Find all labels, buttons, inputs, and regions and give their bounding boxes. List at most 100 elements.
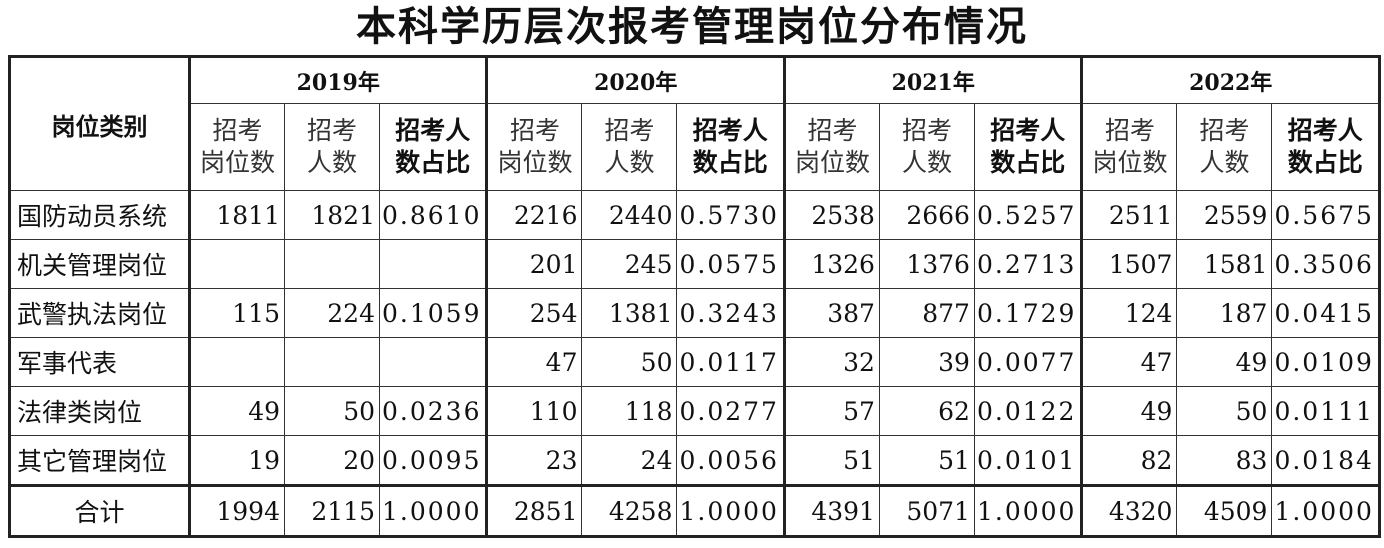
value-cell: 0.0056 — [676, 435, 785, 486]
value-cell: 0.0236 — [378, 386, 488, 436]
category-cell: 国防动员系统 — [9, 190, 190, 240]
subheader: 招考人 数占比 — [1271, 103, 1380, 191]
subheader: 招考人 数占比 — [973, 103, 1083, 191]
subheader: 招考 人数 — [581, 103, 678, 191]
category-cell: 法律类岗位 — [9, 386, 190, 436]
category-cell: 其它管理岗位 — [9, 435, 190, 486]
value-cell: 2538 — [782, 190, 880, 240]
subheader-line: 岗位数 — [199, 148, 275, 177]
subheader-line: 招考 — [807, 116, 858, 145]
data-row: 其它管理岗位 19 20 0.0095 23 24 0.0056 51 51 0.0101 82 83… — [9, 435, 1380, 486]
year-header: 2021年 — [782, 56, 1083, 104]
value-cell: 62 — [878, 386, 975, 436]
value-cell: 1.0000 — [676, 484, 785, 537]
value-cell: 0.0111 — [1271, 386, 1380, 436]
value-cell: 1507 — [1080, 239, 1178, 289]
value-cell: 1381 — [581, 288, 678, 338]
value-cell: 19 — [188, 435, 285, 486]
value-cell: 0.3243 — [676, 288, 785, 338]
value-cell: 49 — [1176, 337, 1273, 387]
subheader: 招考 岗位数 — [485, 103, 583, 191]
data-row: 法律类岗位 49 50 0.0236 110 118 0.0277 57 62 0.0122 49 5… — [9, 386, 1380, 436]
value-cell: 4320 — [1080, 484, 1178, 537]
subheader-line: 招考 — [212, 116, 263, 145]
value-cell: 1.0000 — [1271, 484, 1380, 537]
subheader: 招考 人数 — [878, 103, 975, 191]
category-cell: 武警执法岗位 — [9, 288, 190, 338]
value-cell: 187 — [1176, 288, 1273, 338]
value-cell: 201 — [485, 239, 583, 289]
subheader-line: 人数 — [604, 148, 655, 177]
value-cell: 51 — [782, 435, 880, 486]
value-cell: 0.0575 — [676, 239, 785, 289]
value-cell: 224 — [284, 288, 380, 338]
data-row: 国防动员系统 1811 1821 0.8610 2216 2440 0.5730 2538 26… — [9, 190, 1380, 240]
value-cell: 0.0095 — [378, 435, 488, 486]
value-cell: 2666 — [878, 190, 975, 240]
subheader-line: 招考人 — [395, 116, 471, 145]
subheader: 招考人 数占比 — [676, 103, 785, 191]
value-cell: 2115 — [284, 484, 380, 537]
subheader-line: 人数 — [306, 148, 357, 177]
subheader-line: 招考 — [1104, 116, 1155, 145]
value-cell: 4391 — [782, 484, 880, 537]
value-cell: 1821 — [284, 190, 380, 240]
subheader-line: 数占比 — [395, 148, 471, 177]
value-cell: 49 — [1080, 386, 1178, 436]
value-cell — [284, 239, 380, 289]
category-cell: 军事代表 — [9, 337, 190, 387]
subheader-line: 数占比 — [990, 148, 1066, 177]
subheader-line: 招考人 — [990, 116, 1066, 145]
subheader-line: 招考人 — [692, 116, 768, 145]
value-cell: 20 — [284, 435, 380, 486]
category-cell: 合计 — [9, 484, 190, 537]
value-cell: 0.5730 — [676, 190, 785, 240]
value-cell: 5071 — [878, 484, 975, 537]
subheader-line: 人数 — [1199, 148, 1250, 177]
value-cell — [378, 337, 488, 387]
subheader-row: 招考 岗位数 招考 人数 招考人 数占比 招考 岗位数 招考 人数 招考人 数占比 招考 岗位数 招考 人数招… — [10, 103, 1380, 191]
value-cell: 245 — [581, 239, 678, 289]
value-cell: 57 — [782, 386, 880, 436]
value-cell: 0.0117 — [676, 337, 785, 387]
year-header: 2022年 — [1080, 56, 1380, 104]
value-cell: 4258 — [581, 484, 678, 537]
data-row: 军事代表 47 50 0.0117 32 39 0.0077 47 49 0.0109 — [9, 337, 1380, 387]
value-cell: 0.0101 — [973, 435, 1083, 486]
value-cell: 0.0277 — [676, 386, 785, 436]
subheader: 招考 人数 — [284, 103, 380, 191]
value-cell: 0.0109 — [1271, 337, 1380, 387]
value-cell — [188, 239, 285, 289]
value-cell: 4509 — [1176, 484, 1273, 537]
subheader-line: 数占比 — [1287, 148, 1363, 177]
subheader-line: 人数 — [901, 148, 952, 177]
subheader: 招考 人数 — [1176, 103, 1273, 191]
subheader-line: 岗位数 — [794, 148, 870, 177]
value-cell: 47 — [1080, 337, 1178, 387]
subheader-line: 招考人 — [1287, 116, 1363, 145]
value-cell: 2440 — [581, 190, 678, 240]
value-cell: 1.0000 — [378, 484, 488, 537]
subheader-line: 招考 — [901, 116, 952, 145]
year-header: 2020年 — [485, 56, 785, 104]
subheader-line: 招考 — [509, 116, 560, 145]
subheader: 招考 岗位数 — [1080, 103, 1178, 191]
value-cell: 2511 — [1080, 190, 1178, 240]
value-cell: 387 — [782, 288, 880, 338]
value-cell: 50 — [284, 386, 380, 436]
title: 本科学历层次报考管理岗位分布情况 — [356, 3, 1028, 50]
value-cell: 83 — [1176, 435, 1273, 486]
value-cell: 32 — [782, 337, 880, 387]
value-cell: 0.1729 — [973, 288, 1083, 338]
subheader-line: 岗位数 — [1092, 148, 1168, 177]
value-cell: 110 — [485, 386, 583, 436]
data-row: 机关管理岗位 201 245 0.0575 1326 1376 0.2713 1507 1581… — [9, 239, 1380, 289]
value-cell: 254 — [485, 288, 583, 338]
table: 岗位类别 2019年 2020年 2021年 2022年 招考 岗位数 招考 人数 招考人 数占比招… — [8, 55, 1381, 538]
subheader-line: 招考 — [604, 116, 655, 145]
subheader-line: 数占比 — [692, 148, 768, 177]
value-cell: 49 — [188, 386, 285, 436]
header-row: 岗位类别 2019年 2020年 2021年 2022年 — [9, 56, 1380, 191]
value-cell — [188, 337, 285, 387]
value-cell: 0.0184 — [1271, 435, 1380, 486]
